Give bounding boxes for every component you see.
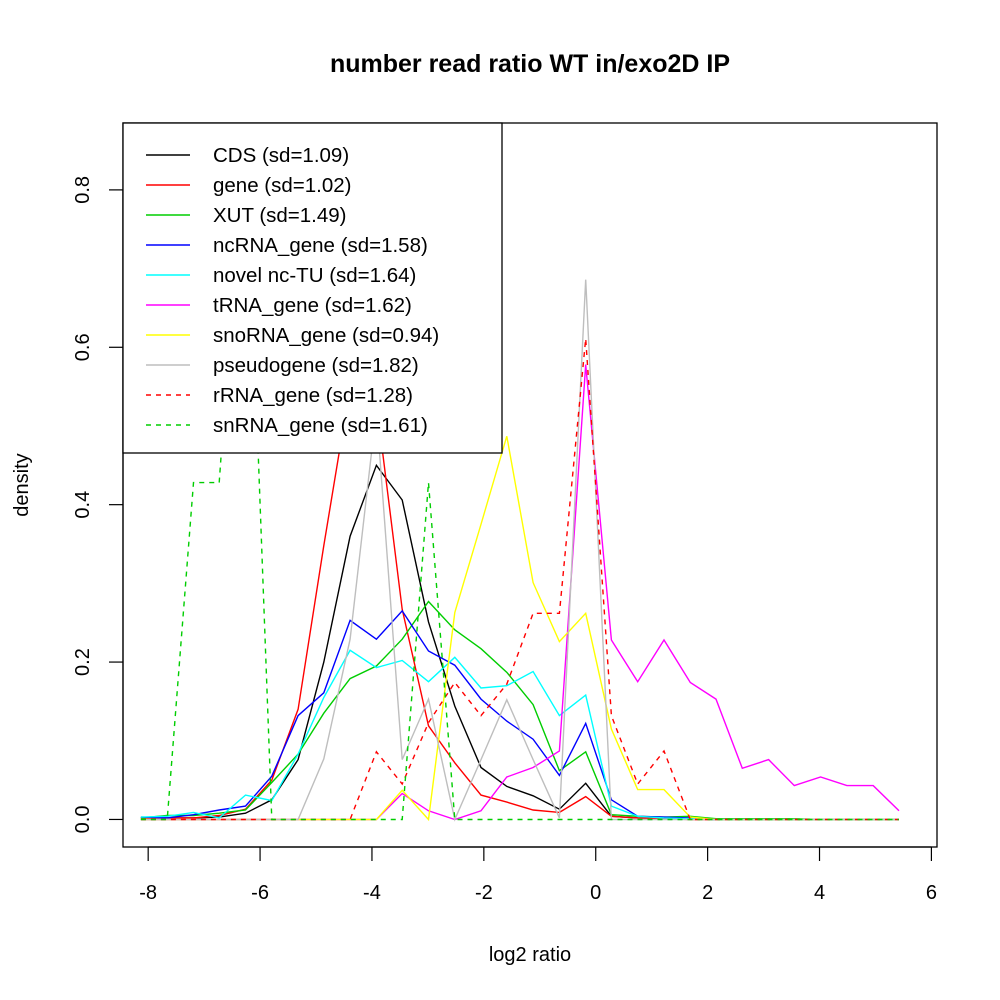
series-layer	[140, 123, 900, 822]
x-tick-label: 4	[814, 882, 825, 904]
x-tick-label: -4	[363, 882, 381, 904]
legend-label: tRNA_gene (sd=1.62)	[213, 294, 412, 317]
y-tick-label: 0.4	[72, 491, 94, 519]
chart-title: number read ratio WT in/exo2D IP	[330, 50, 730, 78]
legend-label: XUT (sd=1.49)	[213, 204, 347, 227]
legend: CDS (sd=1.09) gene (sd=1.02) XUT (sd=1.49)…	[122, 122, 503, 454]
y-axis-label: density	[11, 453, 33, 516]
series-line-pseudogene	[140, 279, 899, 822]
y-tick-label: 0.2	[72, 648, 94, 676]
legend-label: ncRNA_gene (sd=1.58)	[213, 234, 428, 257]
x-tick-label: -6	[251, 882, 269, 904]
series-line-snrna-gene	[140, 123, 899, 821]
legend-label: pseudogene (sd=1.82)	[213, 354, 419, 377]
x-axis-label: log2 ratio	[489, 944, 571, 966]
plot-frame	[122, 122, 938, 848]
x-tick-label: 6	[926, 882, 937, 904]
x-tick-label: 0	[590, 882, 601, 904]
legend-label: novel nc-TU (sd=1.64)	[213, 264, 416, 287]
y-tick-label: 0.6	[72, 333, 94, 361]
legend-label: CDS (sd=1.09)	[213, 144, 349, 167]
series-line-xut	[140, 600, 899, 821]
x-tick-label: 2	[702, 882, 713, 904]
x-tick-label: -2	[475, 882, 493, 904]
legend-label: snoRNA_gene (sd=0.94)	[213, 324, 439, 347]
y-tick-label: 0.8	[72, 176, 94, 204]
legend-label: gene (sd=1.02)	[213, 174, 351, 197]
x-tick-label: -8	[139, 882, 157, 904]
legend-label: snRNA_gene (sd=1.61)	[213, 414, 428, 437]
legend-box	[122, 122, 503, 454]
legend-label: rRNA_gene (sd=1.28)	[213, 384, 413, 407]
y-tick-label: 0.0	[72, 806, 94, 834]
